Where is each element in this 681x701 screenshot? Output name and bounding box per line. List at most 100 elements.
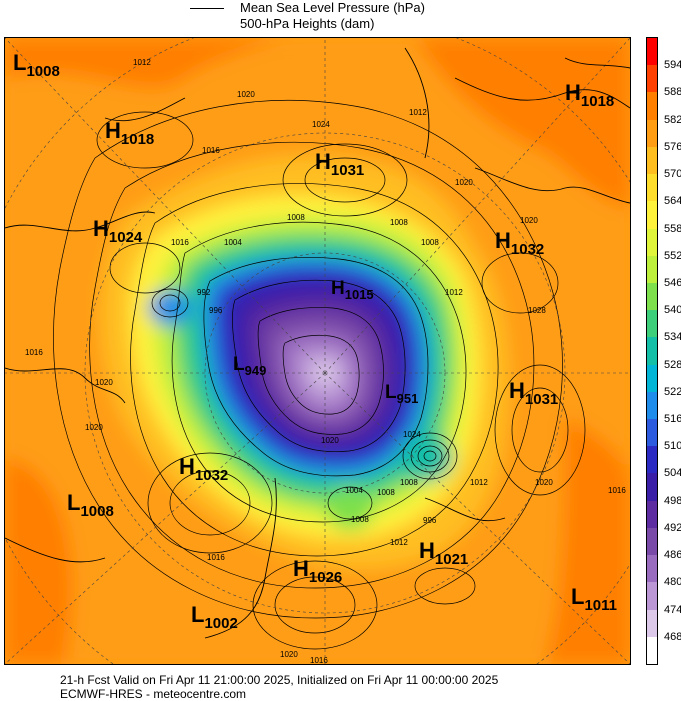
high-pressure-label: H1018 (105, 118, 154, 149)
isobar-label: 1016 (207, 553, 225, 562)
height-field (5, 38, 630, 664)
coastlines (5, 47, 630, 639)
pressure-center-letter: H (509, 378, 525, 403)
colorbar-tick-label: 528 (664, 358, 681, 371)
isobar-label: 1020 (520, 216, 538, 225)
isobar-label: 1004 (345, 486, 363, 495)
colorbar-swatch (647, 174, 657, 202)
isobar-label: 1020 (280, 650, 298, 659)
isobar-label: 992 (197, 288, 211, 297)
pressure-center-letter: L (233, 354, 245, 375)
isobar-label: 1008 (421, 238, 439, 247)
pressure-center-value: 1021 (434, 551, 469, 568)
colorbar-swatch (647, 119, 657, 148)
colorbar-swatch (647, 473, 657, 502)
colorbar-tick-label: 522 (664, 385, 681, 398)
pressure-center-letter: H (105, 118, 121, 143)
colorbar-tick-label: 516 (664, 413, 681, 426)
isobar-label: 1020 (237, 90, 255, 99)
high-pressure-label: H1024 (93, 218, 143, 247)
low-pressure-label: L1008 (13, 50, 60, 81)
isobar-label: 1020 (535, 478, 553, 487)
isobar-label: 1004 (224, 238, 242, 247)
legend: Mean Sea Level Pressure (hPa) 500-hPa He… (190, 0, 490, 36)
pressure-center-letter: H (331, 278, 345, 299)
colorbar-tick-label: 474 (664, 603, 681, 616)
colorbar-tick-label: 582 (664, 113, 681, 126)
isobar-label: 1008 (377, 488, 395, 497)
isobar-label: 1016 (171, 238, 189, 247)
colorbar-swatch (647, 419, 657, 447)
isobar-label: 1008 (390, 218, 408, 227)
pressure-center-value: 1026 (308, 569, 343, 586)
isobar-label: 1020 (85, 423, 103, 432)
weather-map: L1008 H1018 H1018 H1031 H1024 H1032 H1015 L949 L… (4, 37, 631, 665)
low-pressure-label: L1008 (67, 492, 114, 521)
pressure-center-letter: H (293, 556, 309, 581)
pressure-center-value: 1011 (584, 597, 617, 614)
pressure-center-letter: H (495, 228, 511, 253)
colorbar-swatch (647, 337, 657, 366)
pressure-center-letter: H (179, 454, 195, 479)
colorbar-swatch (647, 255, 657, 284)
colorbar-swatch (647, 201, 657, 229)
isobar-label: 1008 (287, 213, 305, 222)
colorbar-swatch (647, 446, 657, 474)
high-pressure-label: H1021 (419, 540, 469, 569)
colorbar-tick-label: 558 (664, 222, 681, 235)
colorbar-tick-label: 540 (664, 304, 681, 317)
isobar-label: 1008 (400, 478, 418, 487)
pressure-center-value: 1002 (204, 615, 238, 632)
colorbar-tick-label: 534 (664, 331, 681, 344)
source-credit: ECMWF-HRES - meteocentre.com (60, 687, 247, 701)
high-pressure-label: H1031 (315, 151, 365, 180)
isobar-label: 1012 (133, 58, 151, 67)
colorbar-tick-label: 546 (664, 276, 681, 289)
high-pressure-label: H1015 (331, 278, 374, 302)
isobar-label: 1024 (312, 120, 330, 129)
pressure-center-value: 1018 (580, 93, 615, 110)
colorbar-tick-label: 480 (664, 576, 681, 589)
pressure-center-value: 1015 (344, 287, 374, 302)
isobar-label: 1012 (445, 288, 463, 297)
high-pressure-label: H1026 (293, 556, 343, 587)
pressure-center-letter: L (13, 50, 27, 75)
colorbar-swatch (647, 364, 657, 393)
legend-line-swatch (190, 8, 224, 9)
low-pressure-label: L1002 (191, 602, 238, 633)
pressure-center-letter: L (571, 584, 585, 609)
colorbar-swatch (647, 555, 657, 583)
colorbar-tick-label: 504 (664, 467, 681, 480)
colorbar-swatch (647, 636, 657, 665)
isobar-label: 1016 (608, 486, 626, 495)
isobar-label: 996 (423, 516, 437, 525)
high-pressure-label: H1031 (509, 378, 558, 409)
colorbar-swatch (647, 228, 657, 257)
colorbar (646, 37, 658, 665)
isobar-label: 996 (209, 306, 223, 315)
colorbar-swatch (647, 500, 657, 529)
forecast-valid-text: 21-h Fcst Valid on Fri Apr 11 21:00:00 2… (60, 673, 499, 687)
isobar-label: 1016 (310, 656, 328, 665)
colorbar-swatch (647, 92, 657, 121)
isobar-label: 1008 (351, 515, 369, 524)
high-pressure-label: H1032 (495, 228, 545, 259)
colorbar-swatch (647, 391, 657, 420)
pressure-center-value: 1008 (26, 63, 60, 80)
pressure-center-value: 949 (244, 363, 267, 378)
pressure-center-value: 1031 (330, 162, 365, 179)
isobar-label: 1020 (455, 178, 473, 187)
colorbar-tick-label: 552 (664, 249, 681, 262)
pressure-center-value: 1024 (108, 229, 143, 246)
pressure-center-letter: L (385, 382, 397, 403)
colorbar-swatch (647, 65, 657, 93)
pressure-center-letter: H (565, 80, 581, 105)
high-pressure-label: H1032 (179, 454, 228, 485)
isobar-label: 1012 (409, 108, 427, 117)
colorbar-tick-label: 588 (664, 86, 681, 99)
pressure-center-letter: L (191, 602, 205, 627)
pressure-center-value: 1032 (510, 241, 545, 258)
colorbar-tick-label: 570 (664, 168, 681, 181)
isobar-label: 1016 (202, 146, 220, 155)
low-pressure-label: L951 (385, 382, 418, 406)
